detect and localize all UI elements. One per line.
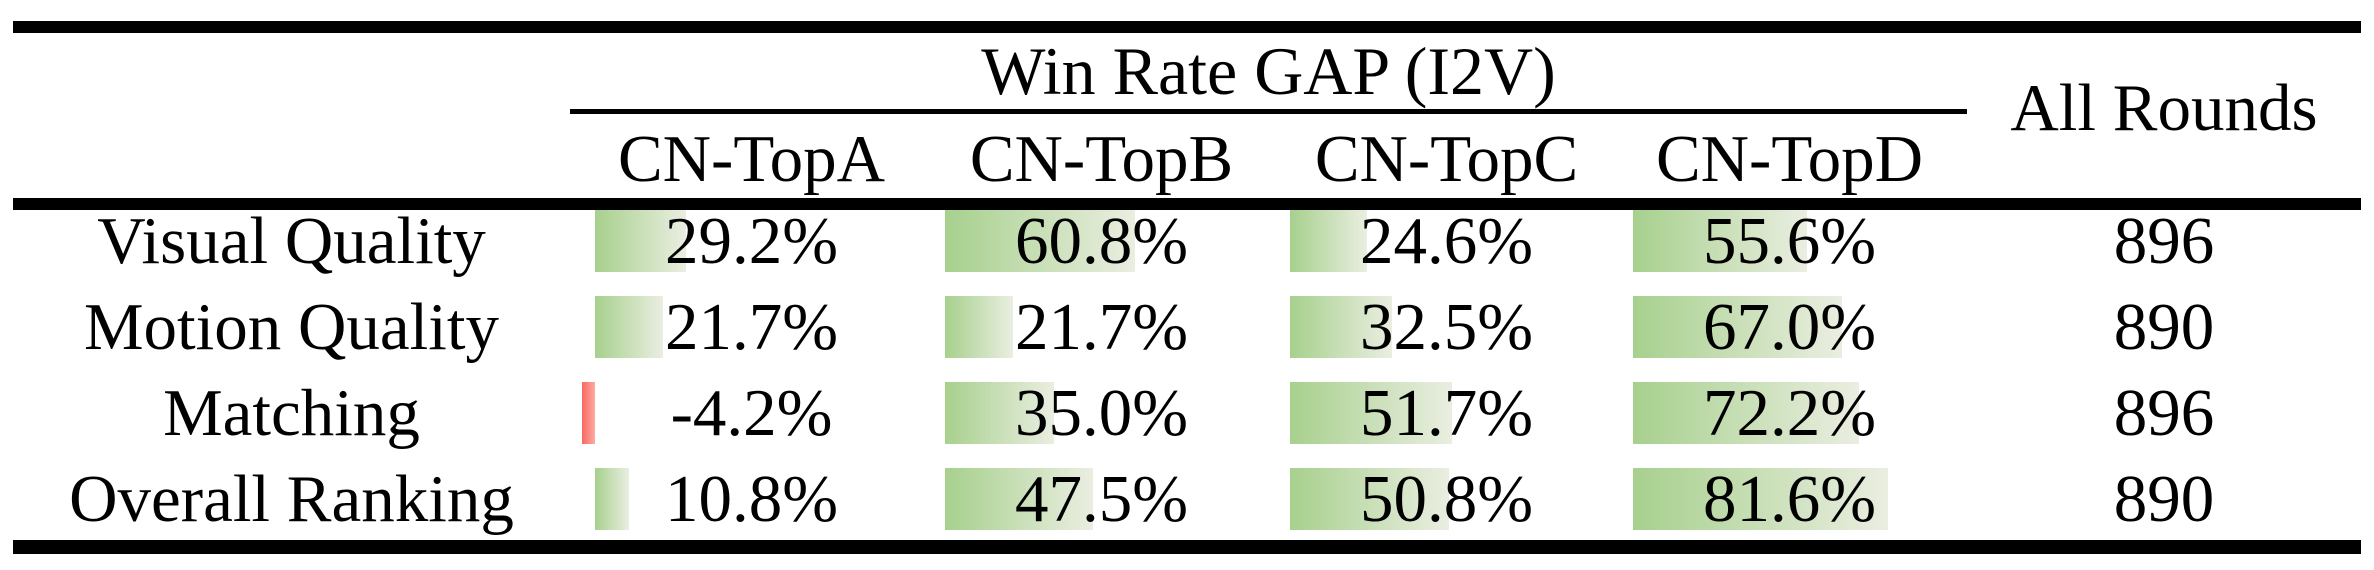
value-cell: 50.8%: [1290, 462, 1603, 536]
table-row: Matching -4.2% 35.0% 51.7% 72.2% 896: [0, 376, 2374, 450]
cell-value: 51.7%: [1359, 376, 1534, 450]
value-cell: 55.6%: [1633, 204, 1946, 278]
column-header-cn-topa: CN-TopA: [617, 121, 886, 196]
all-rounds-value: 896: [2113, 376, 2215, 450]
value-cell: 51.7%: [1290, 376, 1603, 450]
column-header-row: CN-TopA CN-TopB CN-TopC CN-TopD: [0, 120, 2374, 198]
value-cell: 21.7%: [595, 290, 908, 364]
row-label: Matching: [163, 376, 420, 450]
column-header-cn-topb: CN-TopB: [969, 121, 1234, 196]
cell-value: 35.0%: [1014, 376, 1189, 450]
value-cell: 29.2%: [595, 204, 908, 278]
row-label: Motion Quality: [83, 290, 500, 364]
cell-value: 10.8%: [664, 462, 839, 536]
value-cell: 35.0%: [945, 376, 1258, 450]
value-cell: 10.8%: [595, 462, 908, 536]
table-rule-header-bottom: [13, 198, 2361, 210]
data-bar: [595, 210, 686, 272]
all-rounds-value: 890: [2113, 290, 2215, 364]
data-bar: [582, 382, 595, 444]
data-bar: [945, 210, 1135, 272]
data-bar: [1290, 296, 1392, 358]
table-row: Overall Ranking 10.8% 47.5% 50.8% 81.6% …: [0, 462, 2374, 536]
data-bar: [1290, 468, 1449, 530]
cell-value: 21.7%: [1014, 290, 1189, 364]
value-cell: -4.2%: [582, 376, 908, 450]
cell-value: 24.6%: [1359, 204, 1534, 278]
table-row: Visual Quality 29.2% 60.8% 24.6% 55.6% 8…: [0, 204, 2374, 278]
value-cell: 60.8%: [945, 204, 1258, 278]
data-bar: [945, 382, 1054, 444]
column-header-all-rounds: All Rounds: [2010, 70, 2318, 145]
value-cell: 24.6%: [1290, 204, 1603, 278]
cell-value: 47.5%: [1014, 462, 1189, 536]
value-cell: 72.2%: [1633, 376, 1946, 450]
table-rule-top: [13, 21, 2361, 33]
all-rounds-value: 896: [2113, 204, 2215, 278]
table-rule-bottom: [13, 540, 2361, 554]
value-cell: 67.0%: [1633, 290, 1946, 364]
row-label: Visual Quality: [97, 204, 486, 278]
cell-value: 55.6%: [1702, 204, 1877, 278]
cell-value: 50.8%: [1359, 462, 1534, 536]
value-cell: 21.7%: [945, 290, 1258, 364]
cell-value: 29.2%: [664, 204, 839, 278]
table-rule-cmid: [570, 109, 1967, 114]
column-header-cn-topd: CN-TopD: [1655, 121, 1924, 196]
data-bar: [945, 468, 1093, 530]
data-bar: [1633, 210, 1807, 272]
cell-value: 72.2%: [1702, 376, 1877, 450]
cell-value: 21.7%: [664, 290, 839, 364]
data-bar: [1290, 382, 1452, 444]
data-bar: [595, 296, 663, 358]
cell-value: 67.0%: [1702, 290, 1877, 364]
data-bar: [1290, 210, 1367, 272]
value-cell: 32.5%: [1290, 290, 1603, 364]
data-bar: [1633, 468, 1888, 530]
table-title: Win Rate GAP (I2V): [981, 32, 1556, 109]
cell-value: 32.5%: [1359, 290, 1534, 364]
cell-value: -4.2%: [670, 376, 833, 450]
data-bar: [1633, 382, 1859, 444]
table-row: Motion Quality 21.7% 21.7% 32.5% 67.0% 8…: [0, 290, 2374, 364]
value-cell: 81.6%: [1633, 462, 1946, 536]
row-label: Overall Ranking: [69, 462, 514, 536]
value-cell: 47.5%: [945, 462, 1258, 536]
data-bar: [595, 468, 629, 530]
cell-value: 81.6%: [1702, 462, 1877, 536]
data-bar: [945, 296, 1013, 358]
all-rounds-value: 890: [2113, 462, 2215, 536]
column-header-cn-topc: CN-TopC: [1314, 121, 1579, 196]
data-bar: [1633, 296, 1842, 358]
cell-value: 60.8%: [1014, 204, 1189, 278]
